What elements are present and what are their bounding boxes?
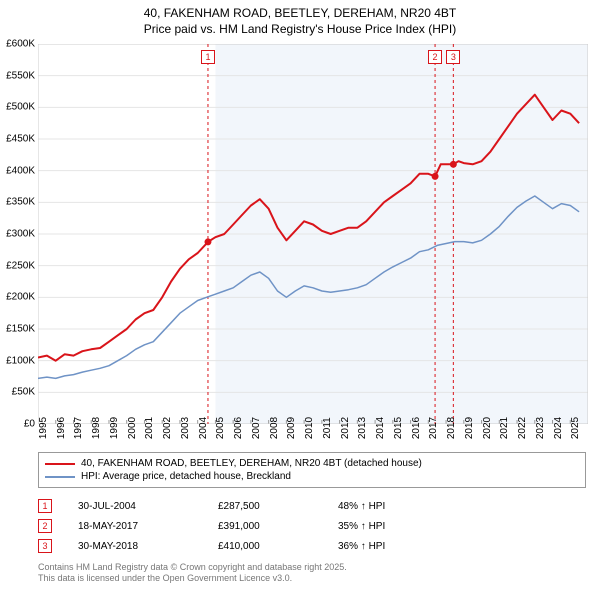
- sale-diff: 48% ↑ HPI: [338, 501, 458, 512]
- sale-marker-flag: 1: [201, 50, 215, 64]
- y-axis-label: £0: [24, 419, 35, 430]
- x-axis-label: 2004: [198, 417, 209, 439]
- x-axis-label: 2005: [215, 417, 226, 439]
- sales-row: 2 18-MAY-2017 £391,000 35% ↑ HPI: [38, 516, 586, 536]
- y-axis-label: £100K: [6, 355, 35, 366]
- legend-item: 40, FAKENHAM ROAD, BEETLEY, DEREHAM, NR2…: [45, 457, 579, 470]
- sales-row: 1 30-JUL-2004 £287,500 48% ↑ HPI: [38, 496, 586, 516]
- x-axis-label: 2002: [162, 417, 173, 439]
- x-axis-label: 2012: [340, 417, 351, 439]
- x-axis-label: 1999: [109, 417, 120, 439]
- legend: 40, FAKENHAM ROAD, BEETLEY, DEREHAM, NR2…: [38, 452, 586, 488]
- chart-area: £0£50K£100K£150K£200K£250K£300K£350K£400…: [38, 44, 588, 424]
- sale-marker-box: 3: [38, 539, 52, 553]
- x-axis-label: 2014: [375, 417, 386, 439]
- footer: Contains HM Land Registry data © Crown c…: [38, 562, 347, 585]
- sale-price: £410,000: [218, 541, 338, 552]
- x-axis-label: 2015: [393, 417, 404, 439]
- x-axis-label: 2017: [428, 417, 439, 439]
- x-axis-label: 1997: [73, 417, 84, 439]
- x-axis-label: 2006: [233, 417, 244, 439]
- x-axis-label: 2023: [535, 417, 546, 439]
- chart-container: 40, FAKENHAM ROAD, BEETLEY, DEREHAM, NR2…: [0, 0, 600, 590]
- plot-svg: [38, 44, 588, 424]
- y-axis-label: £400K: [6, 165, 35, 176]
- x-axis-label: 2016: [411, 417, 422, 439]
- x-axis-label: 1998: [91, 417, 102, 439]
- x-axis-label: 2020: [482, 417, 493, 439]
- x-axis-label: 1996: [56, 417, 67, 439]
- footer-line-1: Contains HM Land Registry data © Crown c…: [38, 562, 347, 573]
- footer-line-2: This data is licensed under the Open Gov…: [38, 573, 347, 584]
- x-axis-label: 2019: [464, 417, 475, 439]
- y-axis-label: £50K: [12, 387, 35, 398]
- x-axis-label: 2011: [322, 417, 333, 439]
- x-axis-label: 2024: [553, 417, 564, 439]
- y-axis-label: £250K: [6, 260, 35, 271]
- x-axis-label: 2021: [499, 417, 510, 439]
- x-axis-label: 2000: [127, 417, 138, 439]
- legend-swatch: [45, 463, 75, 465]
- title-line-2: Price paid vs. HM Land Registry's House …: [0, 22, 600, 38]
- x-axis-label: 1995: [38, 417, 49, 439]
- sale-diff: 35% ↑ HPI: [338, 521, 458, 532]
- sale-date: 30-JUL-2004: [78, 501, 218, 512]
- sale-date: 30-MAY-2018: [78, 541, 218, 552]
- y-axis-label: £500K: [6, 102, 35, 113]
- y-axis-label: £450K: [6, 134, 35, 145]
- legend-label: 40, FAKENHAM ROAD, BEETLEY, DEREHAM, NR2…: [81, 458, 422, 469]
- x-axis-label: 2009: [286, 417, 297, 439]
- y-axis-label: £350K: [6, 197, 35, 208]
- x-axis-label: 2007: [251, 417, 262, 439]
- y-axis-label: £550K: [6, 70, 35, 81]
- sale-diff: 36% ↑ HPI: [338, 541, 458, 552]
- x-axis-label: 2010: [304, 417, 315, 439]
- title-line-1: 40, FAKENHAM ROAD, BEETLEY, DEREHAM, NR2…: [0, 6, 600, 22]
- sale-price: £391,000: [218, 521, 338, 532]
- x-axis-label: 2008: [269, 417, 280, 439]
- x-axis-label: 2022: [517, 417, 528, 439]
- y-axis-label: £150K: [6, 324, 35, 335]
- title-block: 40, FAKENHAM ROAD, BEETLEY, DEREHAM, NR2…: [0, 0, 600, 37]
- sale-marker-flag: 3: [446, 50, 460, 64]
- sale-marker-box: 2: [38, 519, 52, 533]
- sale-price: £287,500: [218, 501, 338, 512]
- y-axis-label: £600K: [6, 39, 35, 50]
- x-axis-label: 2025: [570, 417, 581, 439]
- sale-date: 18-MAY-2017: [78, 521, 218, 532]
- sale-marker-box: 1: [38, 499, 52, 513]
- x-axis-label: 2003: [180, 417, 191, 439]
- y-axis-label: £300K: [6, 229, 35, 240]
- legend-swatch: [45, 476, 75, 478]
- legend-item: HPI: Average price, detached house, Brec…: [45, 470, 579, 483]
- x-axis-label: 2018: [446, 417, 457, 439]
- sales-table: 1 30-JUL-2004 £287,500 48% ↑ HPI 2 18-MA…: [38, 496, 586, 556]
- legend-label: HPI: Average price, detached house, Brec…: [81, 471, 291, 482]
- sale-marker-flag: 2: [428, 50, 442, 64]
- x-axis-label: 2001: [144, 417, 155, 439]
- x-axis-label: 2013: [357, 417, 368, 439]
- y-axis-label: £200K: [6, 292, 35, 303]
- sales-row: 3 30-MAY-2018 £410,000 36% ↑ HPI: [38, 536, 586, 556]
